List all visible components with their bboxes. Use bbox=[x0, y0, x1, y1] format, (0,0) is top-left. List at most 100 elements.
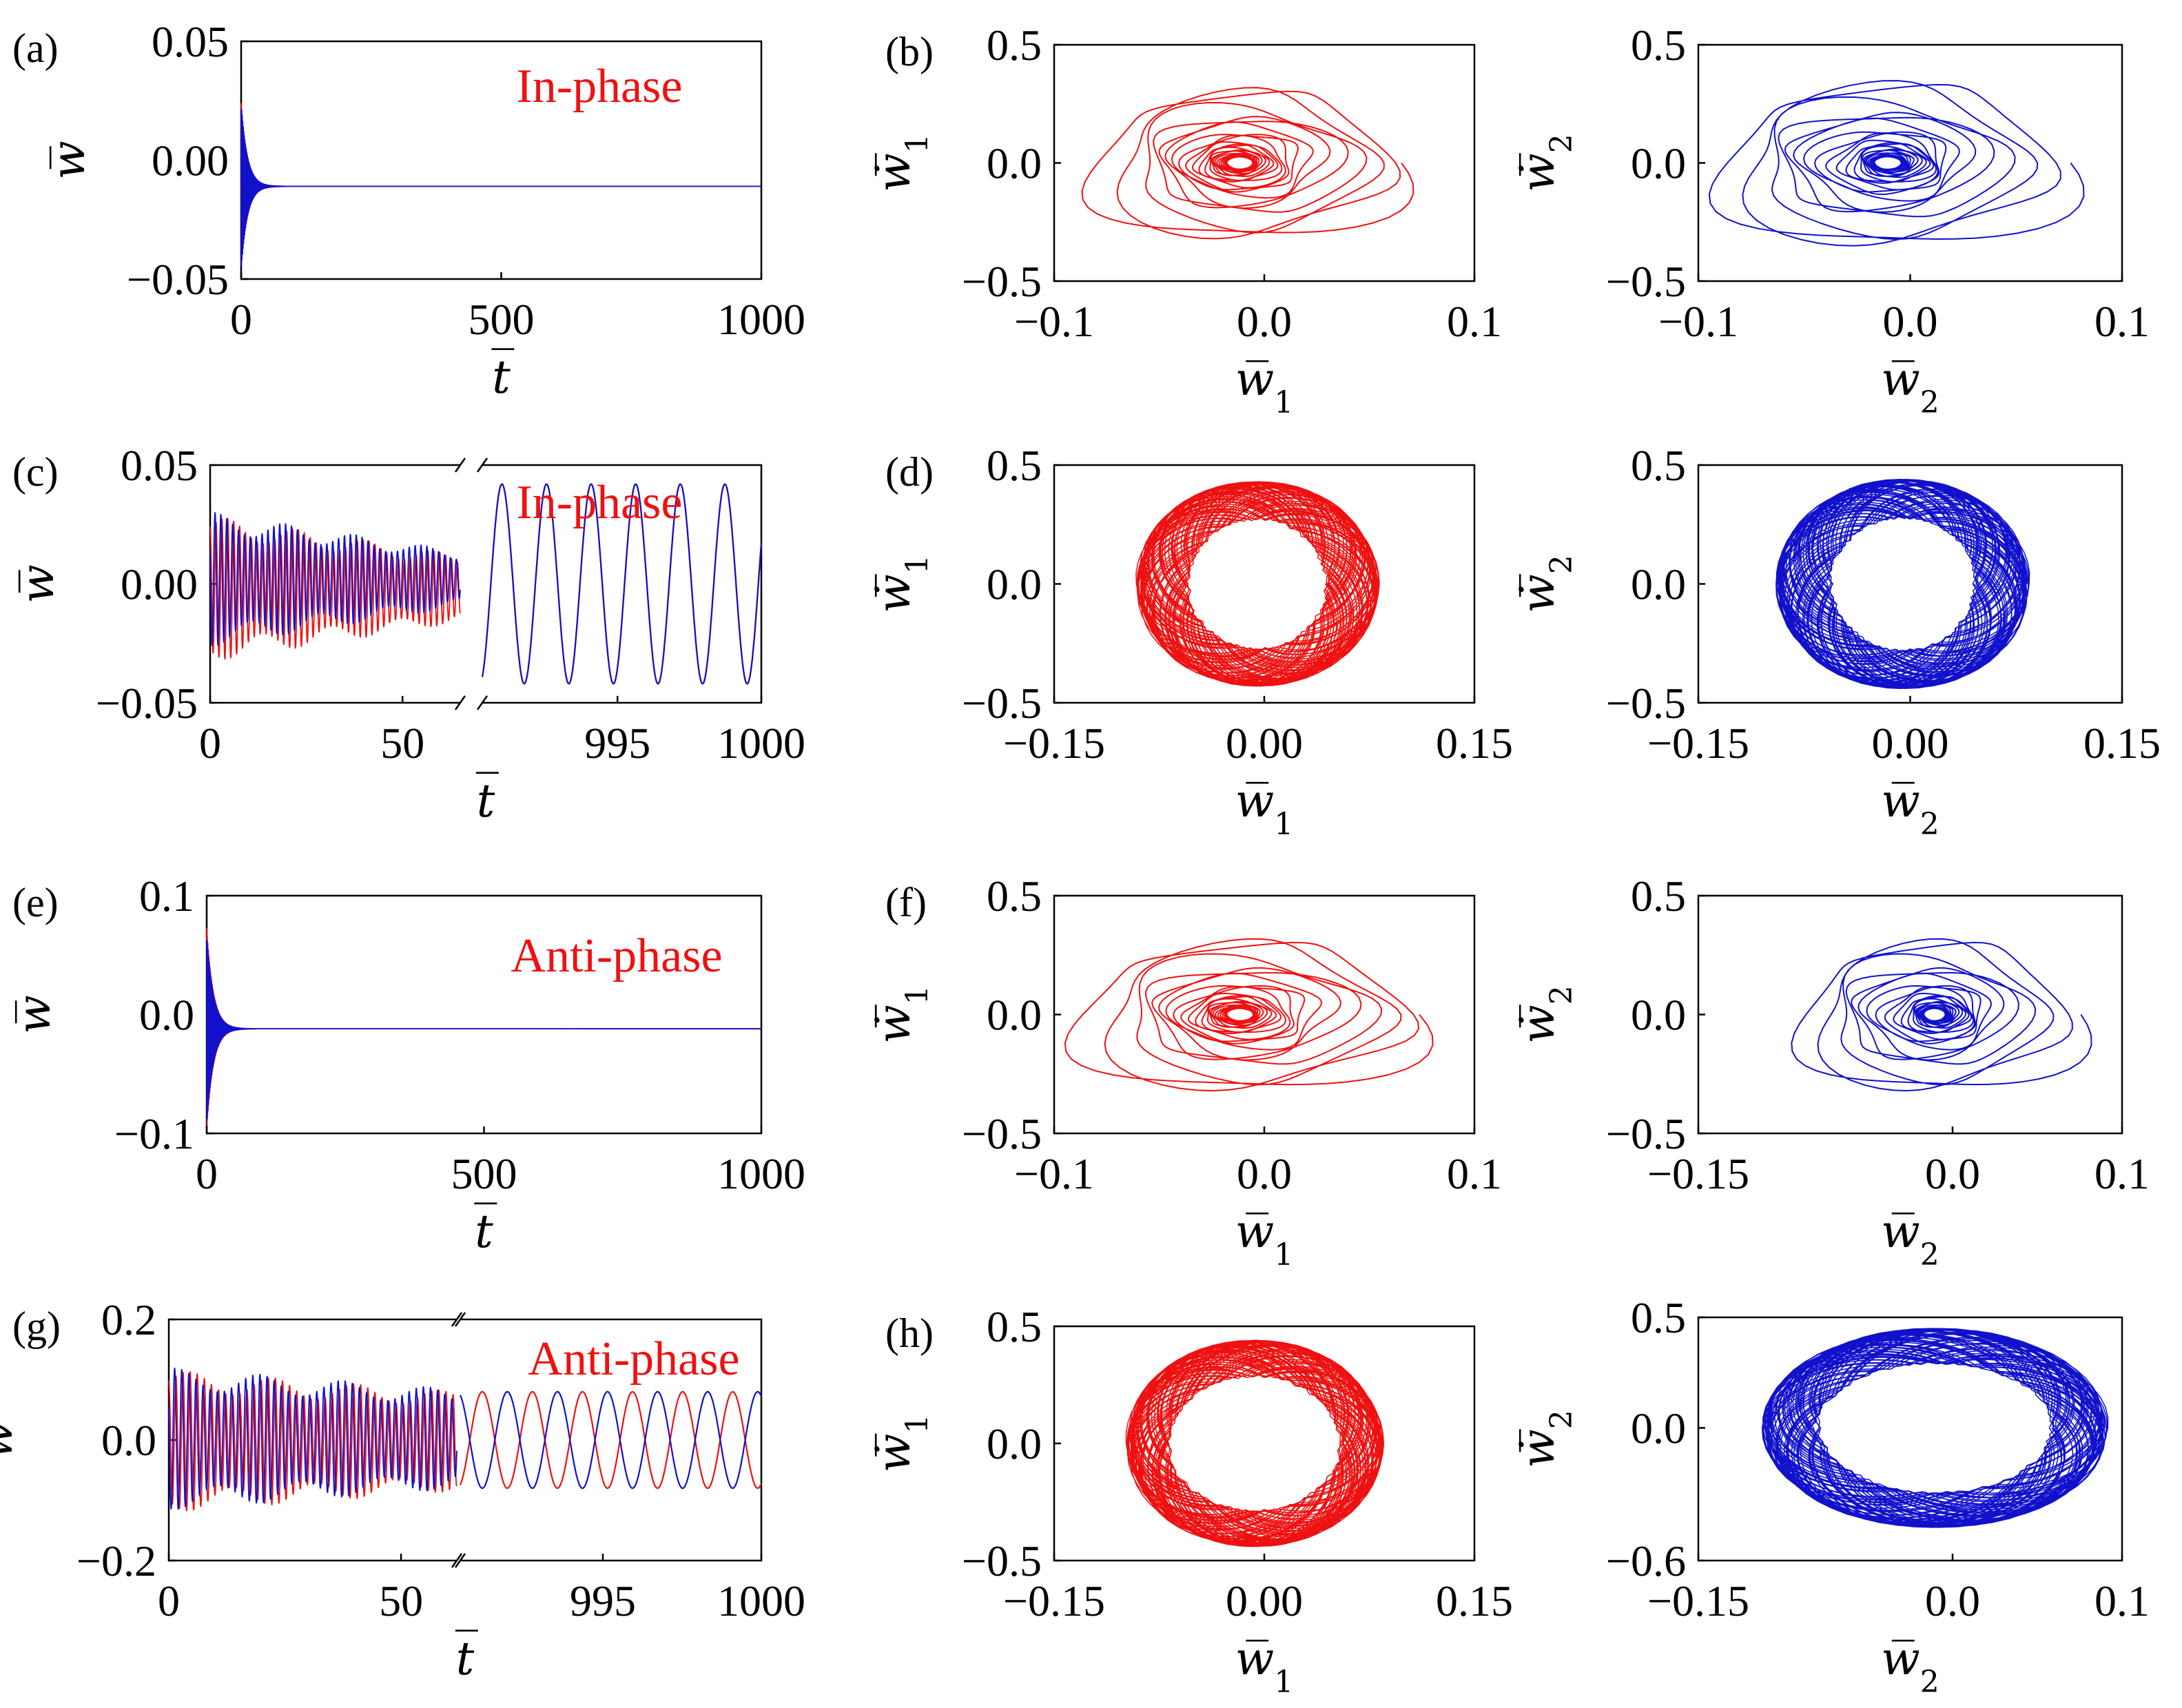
y-tick-label: −0.5 bbox=[962, 1536, 1042, 1585]
x-tick-label: 500 bbox=[469, 295, 535, 344]
series-line-w2-transient bbox=[209, 512, 461, 646]
y-tick-label: 0.0 bbox=[139, 991, 194, 1040]
panel-c: −0.05 0.00 0.05 0 50 995 1000 In-phase (c) t̅ w̅ bbox=[11, 441, 805, 827]
axis-break-mark bbox=[454, 1553, 466, 1568]
axis-break-mark bbox=[476, 695, 488, 710]
x-tick-label: −0.15 bbox=[1647, 1576, 1749, 1625]
trajectory-w1 bbox=[1125, 1339, 1385, 1547]
y-tick-label: 0.5 bbox=[1631, 441, 1686, 490]
x-axis-label: t̅ bbox=[455, 1630, 478, 1685]
y-axis-label: ẇ̅1 bbox=[867, 985, 935, 1044]
y-tick-label: 0.05 bbox=[152, 17, 229, 66]
x-tick-label: 0.1 bbox=[2094, 1576, 2150, 1625]
x-tick-label: 0.0 bbox=[1237, 297, 1292, 346]
y-tick-label: 0.5 bbox=[1631, 872, 1686, 920]
y-tick-label: −0.5 bbox=[962, 257, 1042, 306]
plot-frame bbox=[1053, 894, 1476, 1135]
trajectory-w2 bbox=[1776, 479, 2030, 690]
y-tick-label: 0.5 bbox=[1631, 21, 1686, 70]
x-tick-label: −0.1 bbox=[1014, 1149, 1094, 1198]
x-axis-label: w̅2 bbox=[1881, 1205, 1939, 1273]
x-tick-label: 0 bbox=[158, 1576, 180, 1625]
x-axis-label: t̅ bbox=[491, 349, 514, 404]
panel-label: (d) bbox=[885, 449, 934, 495]
axis-break-mark bbox=[451, 1312, 463, 1327]
panel-label: (e) bbox=[12, 880, 59, 925]
x-tick-label: 0.0 bbox=[1883, 297, 1938, 346]
axis-break-mark bbox=[451, 1553, 463, 1568]
y-tick-label: −0.5 bbox=[1606, 1109, 1686, 1158]
y-tick-label: 0.5 bbox=[1631, 1293, 1686, 1342]
x-axis-label: w̅1 bbox=[1235, 1205, 1294, 1273]
panel-d2: −0.5 0.0 0.5 −0.15 0.00 0.15 w̅2 ẇ̅2 bbox=[1512, 441, 2161, 842]
panel-a: −0.05 0.00 0.05 0 500 1000 In-phase (a) t̅ w̅ bbox=[12, 17, 805, 404]
y-axis-label: w̅ bbox=[42, 141, 95, 180]
y-tick-label: 0.5 bbox=[987, 441, 1042, 490]
y-tick-label: 0.0 bbox=[987, 1419, 1042, 1468]
x-axis-label: w̅2 bbox=[1881, 353, 1939, 420]
x-tick-label: 0.00 bbox=[1872, 719, 1949, 768]
x-tick-label: −0.1 bbox=[1658, 297, 1738, 346]
plot-frame-right bbox=[482, 464, 763, 704]
x-tick-label: −0.15 bbox=[1003, 1576, 1105, 1625]
panel-label: (g) bbox=[12, 1304, 61, 1349]
y-tick-label: 0.5 bbox=[987, 872, 1042, 920]
x-tick-label: 0.0 bbox=[1925, 1576, 1980, 1625]
y-tick-label: 0.1 bbox=[139, 872, 194, 920]
x-tick-label: 1000 bbox=[717, 1149, 805, 1198]
panel-e: −0.1 0.0 0.1 0 500 1000 Anti-phase (e) t̅ w̅ bbox=[8, 872, 805, 1258]
x-tick-label: 0.15 bbox=[2083, 719, 2161, 768]
y-axis-label: ẇ̅1 bbox=[867, 134, 935, 192]
phase-annotation: In-phase bbox=[516, 60, 682, 113]
panel-label: (h) bbox=[885, 1310, 934, 1356]
panel-f1: −0.5 0.0 0.5 −0.1 0.0 0.1 (f) w̅1 ẇ̅1 bbox=[867, 872, 1502, 1273]
series-line-w2 bbox=[240, 108, 761, 267]
x-tick-label: 0.00 bbox=[1226, 719, 1303, 768]
y-tick-label: −0.2 bbox=[76, 1536, 156, 1585]
y-tick-label: −0.5 bbox=[962, 1109, 1042, 1158]
phase-annotation: Anti-phase bbox=[528, 1333, 739, 1386]
panel-g: −0.2 0.0 0.2 0 50 995 1000 Anti-phase (g) t̅ w̅ bbox=[0, 1295, 805, 1685]
x-tick-label: 0.0 bbox=[1925, 1149, 1980, 1198]
y-tick-label: −0.6 bbox=[1606, 1536, 1686, 1585]
x-tick-label: −0.1 bbox=[1014, 297, 1094, 346]
series-line-w2-transient bbox=[168, 1368, 457, 1510]
y-axis-label: w̅ bbox=[0, 1421, 23, 1460]
x-tick-label: 0.15 bbox=[1436, 1576, 1513, 1625]
x-axis-label: w̅1 bbox=[1235, 1632, 1294, 1700]
x-tick-label: 1000 bbox=[717, 1576, 805, 1625]
trajectory-w1 bbox=[1064, 938, 1434, 1092]
y-tick-label: 0.5 bbox=[987, 1302, 1042, 1351]
series-line-w1 bbox=[240, 103, 761, 267]
panel-h1: −0.5 0.0 0.5 −0.15 0.00 0.15 (h) w̅1 ẇ̅1 bbox=[867, 1302, 1513, 1700]
x-tick-label: 50 bbox=[379, 1576, 423, 1625]
y-axis-label: ẇ̅1 bbox=[867, 1414, 935, 1473]
x-tick-label: 0 bbox=[196, 1149, 218, 1198]
y-tick-label: −0.1 bbox=[114, 1109, 194, 1158]
x-tick-label: 995 bbox=[584, 719, 650, 768]
x-tick-label: 0.1 bbox=[2094, 297, 2150, 346]
x-axis-label: w̅1 bbox=[1235, 774, 1294, 842]
phase-annotation: Anti-phase bbox=[511, 929, 722, 982]
x-tick-label: 0.1 bbox=[1447, 297, 1502, 346]
y-axis-label: ẇ̅2 bbox=[1512, 985, 1579, 1044]
panel-b1: −0.5 0.0 0.5 −0.1 0.0 0.1 (b) w̅1 ẇ̅1 bbox=[867, 21, 1502, 420]
y-axis-label: w̅ bbox=[8, 995, 61, 1034]
series-line-w1-transient bbox=[209, 517, 461, 660]
y-tick-label: 0.0 bbox=[1631, 560, 1686, 609]
x-tick-label: 0 bbox=[199, 719, 221, 768]
x-axis-label: t̅ bbox=[476, 772, 499, 827]
axis-break-mark bbox=[454, 695, 466, 710]
panel-label: (f) bbox=[885, 880, 927, 925]
axis-break-mark bbox=[454, 457, 466, 473]
x-tick-label: 0.00 bbox=[1226, 1576, 1303, 1625]
trajectory-w1 bbox=[1135, 481, 1380, 687]
x-tick-label: −0.15 bbox=[1647, 1149, 1749, 1198]
y-tick-label: 0.0 bbox=[987, 991, 1042, 1040]
x-axis-label: w̅1 bbox=[1235, 353, 1294, 420]
x-tick-label: −0.15 bbox=[1647, 719, 1749, 768]
plot-frame bbox=[240, 40, 763, 280]
y-tick-label: 0.0 bbox=[987, 560, 1042, 609]
series-line-w1-transient bbox=[168, 1371, 457, 1512]
